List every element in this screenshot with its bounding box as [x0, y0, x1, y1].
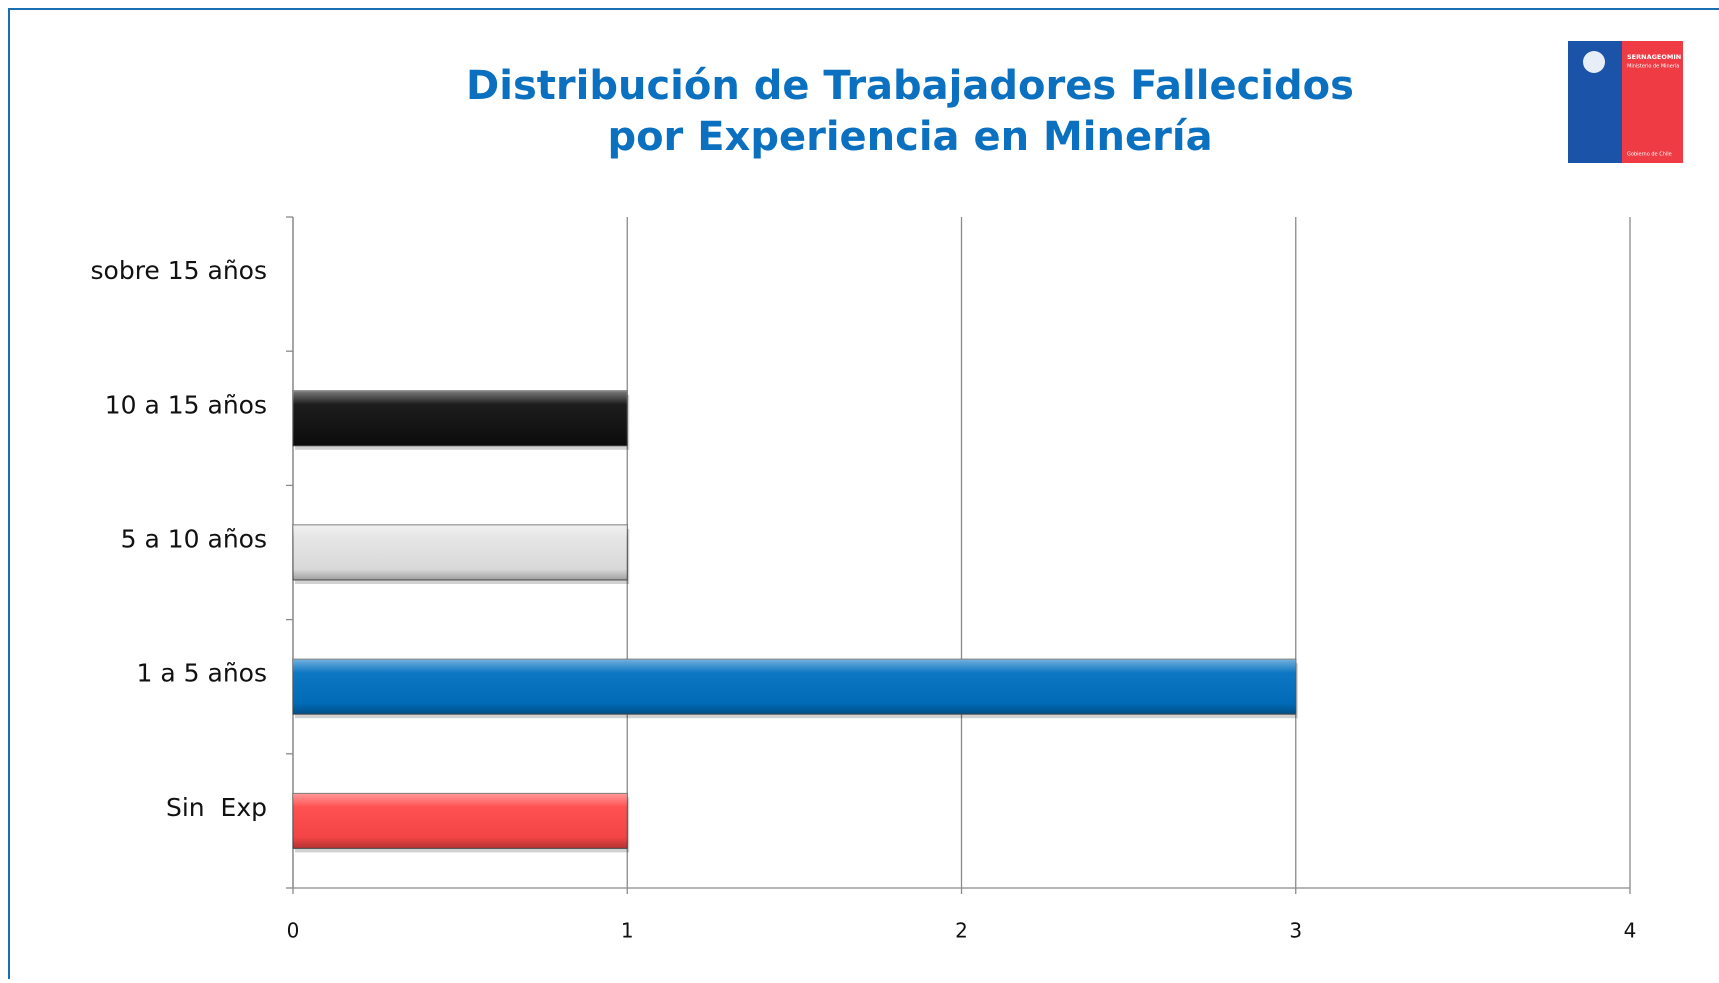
y-tick-label: 5 a 10 años [121, 525, 267, 554]
y-tick-label: 10 a 15 años [105, 390, 267, 419]
y-tick-label: sobre 15 años [91, 256, 268, 285]
x-tick-label: 4 [1624, 919, 1637, 943]
x-tick-label: 1 [621, 919, 634, 943]
logo-name: SERNAGEOMIN [1627, 53, 1681, 61]
y-tick-label: Sin Exp [166, 793, 267, 822]
bar-shine [293, 793, 628, 849]
y-tick-label: 1 a 5 años [137, 659, 267, 688]
x-tick-label: 2 [955, 919, 968, 943]
logo: SERNAGEOMIN Ministerio de Minería Gobier… [1568, 41, 1683, 163]
x-tick-label: 3 [1289, 919, 1302, 943]
logo-ministry: Ministerio de Minería [1627, 63, 1679, 70]
frame [8, 8, 1719, 983]
logo-emblem [1583, 51, 1605, 73]
chart-title: Distribución de Trabajadores Fallecidos [466, 63, 1354, 109]
logo-government: Gobierno de Chile [1627, 152, 1672, 158]
bar-shine [293, 659, 1296, 715]
logo-red [1622, 41, 1683, 163]
bar-shine [293, 390, 628, 446]
bar-shine [293, 525, 628, 580]
x-tick-label: 0 [287, 919, 300, 943]
chart-title: por Experiencia en Minería [607, 114, 1212, 160]
